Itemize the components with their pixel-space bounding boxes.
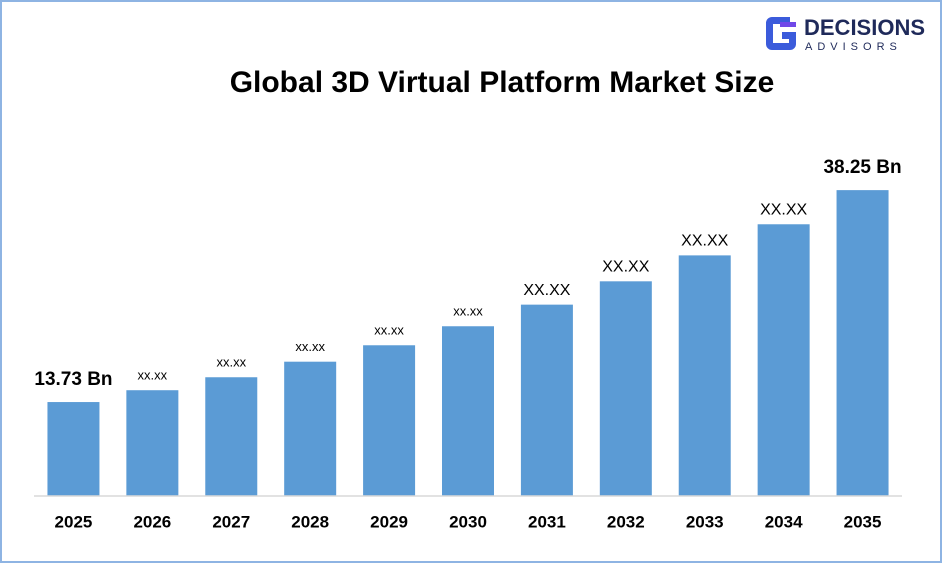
logo-name: DECISIONS xyxy=(804,15,925,40)
chart-title: Global 3D Virtual Platform Market Size xyxy=(230,66,775,99)
bar xyxy=(836,190,889,497)
bar xyxy=(363,345,416,496)
x-tick-label: 2031 xyxy=(528,512,566,531)
bar xyxy=(520,304,573,496)
bar xyxy=(678,255,731,496)
x-tick-label: 2026 xyxy=(133,512,171,531)
bar xyxy=(284,361,337,496)
x-tick-label: 2028 xyxy=(291,512,329,531)
x-tick-label: 2034 xyxy=(765,512,803,531)
logo: DECISIONS ADVISORS xyxy=(766,15,925,53)
logo-tagline: ADVISORS xyxy=(805,41,902,53)
data-label: XX.XX xyxy=(681,233,728,250)
x-tick-label: 2032 xyxy=(607,512,645,531)
data-label: XX.XX xyxy=(523,282,570,299)
data-label: XX.XX xyxy=(760,201,807,218)
x-tick-label: 2030 xyxy=(449,512,487,531)
bar xyxy=(599,281,652,496)
data-label: 13.73 Bn xyxy=(34,369,112,390)
x-tick-label: 2035 xyxy=(844,512,882,531)
data-label: XX.XX xyxy=(602,259,649,276)
bar xyxy=(126,390,179,496)
data-label: xx.xx xyxy=(295,339,325,354)
data-label: 38.25 Bn xyxy=(823,157,901,178)
x-tick-label: 2027 xyxy=(212,512,250,531)
data-label: xx.xx xyxy=(374,323,404,338)
bar xyxy=(757,224,810,496)
data-label: xx.xx xyxy=(138,368,168,383)
bar xyxy=(47,402,100,496)
bar xyxy=(442,326,494,496)
bar xyxy=(205,377,258,496)
x-tick-label: 2033 xyxy=(686,512,724,531)
data-label: xx.xx xyxy=(453,304,483,319)
logo-icon-bar xyxy=(780,22,796,27)
x-tick-label: 2029 xyxy=(370,512,408,531)
data-label: xx.xx xyxy=(216,355,246,370)
x-tick-label: 2025 xyxy=(55,512,93,531)
